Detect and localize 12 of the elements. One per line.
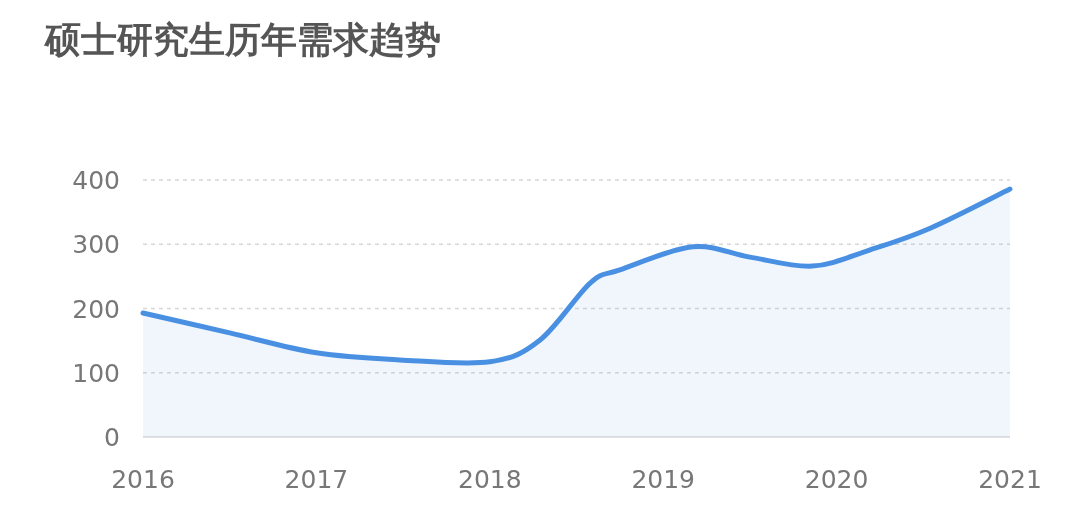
x-tick-label: 2021	[978, 465, 1042, 494]
x-tick-label: 2017	[284, 465, 349, 494]
y-tick-label: 200	[72, 294, 120, 324]
y-tick-label: 400	[72, 166, 120, 195]
x-tick-label: 2016	[111, 465, 175, 494]
x-tick-label: 2019	[631, 465, 696, 494]
y-tick-label: 100	[72, 358, 120, 388]
x-tick-label: 2018	[457, 465, 522, 494]
y-tick-label: 300	[72, 230, 120, 260]
y-tick-label: 0	[104, 423, 120, 452]
x-tick-label: 2020	[804, 465, 869, 494]
chart-title: 硕士研究生历年需求趋势	[43, 19, 441, 60]
